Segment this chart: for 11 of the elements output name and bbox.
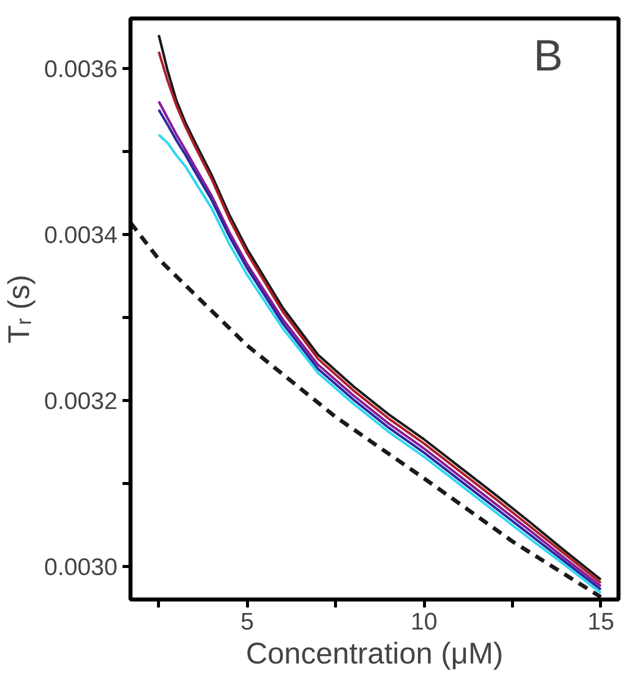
x-tick-label: 15 bbox=[587, 608, 614, 636]
y-axis-title: Tᵣ (s) bbox=[3, 274, 36, 344]
y-tick-label: 0.0032 bbox=[44, 388, 118, 415]
x-tick-label: 10 bbox=[410, 608, 438, 636]
line-series bbox=[130, 220, 603, 600]
y-tick-label: 0.0036 bbox=[44, 56, 118, 83]
y-tick-label: 0.0034 bbox=[44, 222, 118, 249]
annotation: B bbox=[534, 32, 563, 80]
x-axis-title: Concentration (μM) bbox=[246, 638, 504, 670]
y-tick-label: 0.0030 bbox=[44, 554, 118, 581]
x-tick-label: 5 bbox=[240, 608, 254, 636]
